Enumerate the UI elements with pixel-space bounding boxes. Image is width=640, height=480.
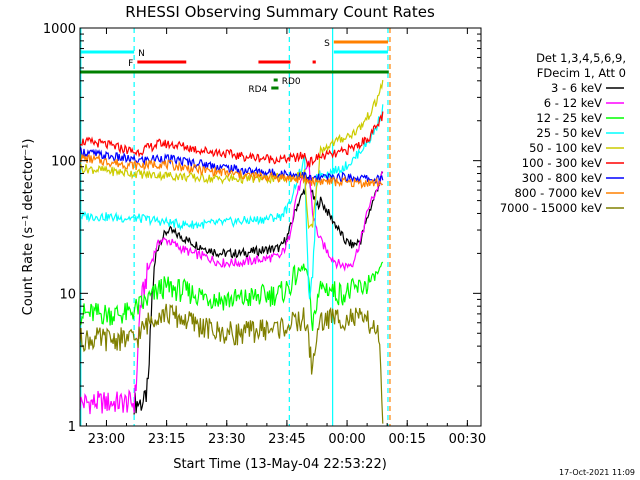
x-tick-label-4: 00:00 bbox=[328, 432, 365, 447]
legend-label-7: 800 - 7000 keV bbox=[514, 186, 602, 200]
series-line-7 bbox=[79, 153, 384, 190]
x-tick-label-2: 23:30 bbox=[208, 432, 245, 447]
x-tick-label-1: 23:15 bbox=[148, 432, 185, 447]
timestamp: 17-Oct-2021 11:09 bbox=[559, 468, 635, 477]
series-line-4 bbox=[79, 79, 384, 230]
x-tick-label-3: 23:45 bbox=[268, 432, 305, 447]
series-line-5 bbox=[79, 111, 384, 168]
status-flag-label-4: S bbox=[324, 39, 330, 49]
status-flag-label-7: RD0 bbox=[282, 77, 301, 87]
y-axis: 1 10 100 1000 bbox=[43, 22, 481, 435]
series-line-8 bbox=[79, 303, 384, 424]
x-axis-label: Start Time (13-May-04 22:53:22) bbox=[173, 457, 387, 472]
legend-label-3: 25 - 50 keV bbox=[536, 126, 602, 140]
y-tick-label-3: 1000 bbox=[43, 22, 76, 37]
chart-title: RHESSI Observing Summary Count Rates bbox=[125, 3, 435, 21]
y-axis-label: Count Rate (s⁻¹ detector⁻¹) bbox=[21, 139, 36, 316]
y-tick-label-2: 100 bbox=[51, 155, 76, 170]
series-line-1 bbox=[79, 160, 384, 415]
plot-frame bbox=[79, 27, 482, 427]
legend-label-1: 6 - 12 keV bbox=[544, 96, 602, 110]
legend-label-2: 12 - 25 keV bbox=[536, 111, 602, 125]
legend-label-0: 3 - 6 keV bbox=[551, 81, 602, 95]
legend-label-6: 300 - 800 keV bbox=[522, 171, 602, 185]
status-flag-label-0: N bbox=[138, 49, 145, 59]
series-line-6 bbox=[79, 146, 384, 184]
y-tick-label-1: 10 bbox=[59, 287, 76, 302]
legend: Det 1,3,4,5,6,9,FDecim 1, Att 03 - 6 keV… bbox=[500, 51, 626, 215]
legend-label-8: 7000 - 15000 keV bbox=[500, 201, 602, 215]
series-line-0 bbox=[133, 171, 384, 415]
series-line-2 bbox=[79, 261, 384, 331]
x-tick-label-5: 00:15 bbox=[388, 432, 425, 447]
x-tick-label-0: 23:00 bbox=[88, 432, 125, 447]
plot-area: NF S RD0 RD4 bbox=[79, 28, 391, 426]
x-axis: 23:00 23:15 23:30 23:45 00:00 00:15 00:30 bbox=[85, 28, 486, 447]
legend-label-4: 50 - 100 keV bbox=[529, 141, 602, 155]
legend-header-0: Det 1,3,4,5,6,9, bbox=[536, 51, 626, 65]
legend-label-5: 100 - 300 keV bbox=[522, 156, 602, 170]
y-tick-label-0: 1 bbox=[68, 420, 76, 435]
legend-header-1: FDecim 1, Att 0 bbox=[537, 66, 626, 80]
status-flag-label-8: RD4 bbox=[248, 85, 267, 95]
x-tick-label-6: 00:30 bbox=[449, 432, 486, 447]
status-flag-label-1: F bbox=[128, 59, 133, 69]
